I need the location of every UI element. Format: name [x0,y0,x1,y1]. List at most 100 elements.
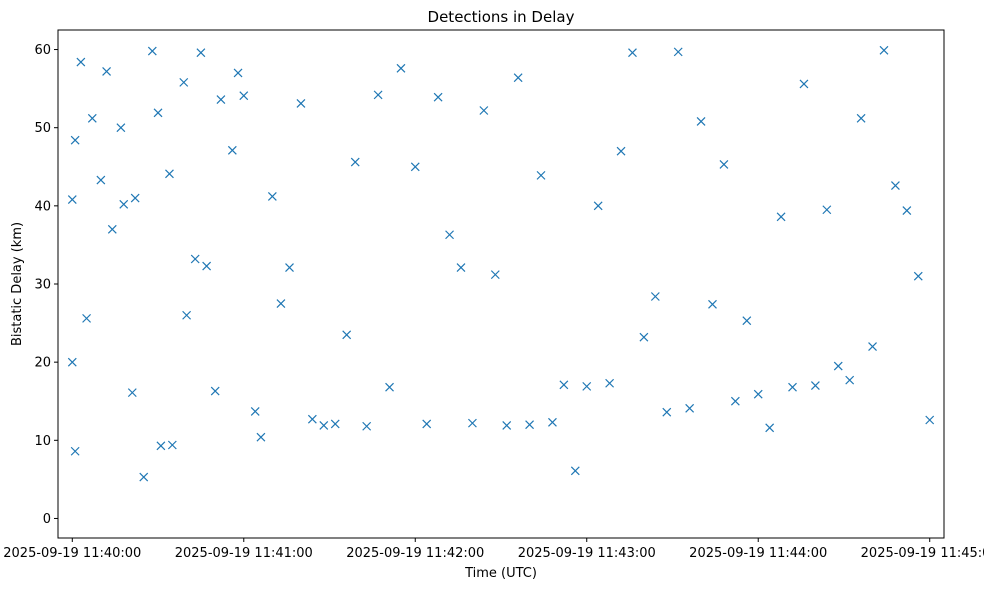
data-point [696,117,706,126]
data-point [422,419,432,429]
x-axis-label: Time (UTC) [464,566,537,581]
y-tick-label: 40 [34,199,51,214]
data-point [719,160,729,169]
y-tick-label: 0 [43,512,51,527]
data-point [890,181,900,190]
data-point [685,403,695,413]
data-point [570,466,580,476]
x-tick-label: 2025-09-19 11:42:00 [346,546,484,561]
data-point [742,316,752,326]
data-point [239,91,249,101]
data-point [216,95,226,104]
data-point [285,263,294,273]
data-point [396,63,406,73]
data-point [227,145,237,155]
data-point [233,68,243,78]
data-point [67,195,77,205]
data-point [856,113,866,123]
data-point [76,57,86,67]
y-axis-ticks: 0 10 20 30 40 50 60 [34,43,58,527]
data-point [799,79,809,89]
data-point [730,396,740,406]
x-tick-label: 2025-09-19 11:40:00 [3,546,141,561]
data-point [467,418,477,428]
data-point [70,135,80,145]
data-point [342,330,352,340]
data-point [153,108,163,118]
y-axis-label: Bistatic Delay (km) [10,222,25,346]
data-point [879,45,889,55]
data-point [776,212,786,222]
y-tick-label: 30 [34,278,51,293]
data-point [765,423,775,433]
data-point [833,361,843,371]
data-point [502,421,512,430]
plot-frame [57,29,945,539]
data-point [307,414,317,424]
data-point [788,382,797,392]
data-point [276,299,286,308]
data-point [167,440,177,450]
data-points [67,45,935,482]
data-point [525,420,535,430]
data-point [330,419,340,429]
data-point [810,381,820,391]
data-point [433,92,443,102]
data-point [127,388,137,398]
data-point [639,332,649,342]
data-point [822,205,832,215]
data-point [102,66,112,76]
data-point [385,382,394,392]
data-point [373,90,383,100]
chart-title: Detections in Delay [428,8,575,26]
data-point [182,310,192,320]
data-point [362,421,372,431]
data-point [616,146,626,156]
y-tick-label: 20 [34,356,51,371]
x-axis-ticks: 2025-09-19 11:40:00 2025-09-19 11:41:00 20… [3,538,984,561]
data-point [845,375,855,385]
data-point [267,192,277,201]
data-point [350,157,360,167]
x-tick-label: 2025-09-19 11:44:00 [689,546,827,561]
data-point [250,406,260,416]
data-point [256,432,266,442]
plot-background [58,30,944,538]
data-point [456,263,466,273]
data-point [753,389,763,399]
data-point [548,417,557,427]
x-tick-label: 2025-09-19 11:43:00 [518,546,656,561]
data-point [605,378,615,388]
data-point [165,169,174,179]
data-point [913,271,923,281]
data-point [559,380,569,390]
data-point [70,446,80,456]
data-point [445,230,454,240]
data-point [147,46,157,56]
data-point [902,206,912,215]
data-point [628,48,637,58]
data-point [582,381,592,391]
data-point [593,201,603,211]
data-point [82,313,92,323]
y-tick-label: 10 [34,434,51,449]
data-point [190,254,200,264]
data-point [202,261,212,271]
data-point [116,123,126,133]
data-point [536,170,546,180]
data-point [708,299,717,309]
x-tick-label: 2025-09-19 11:45:00 [861,546,984,561]
data-point [96,175,106,185]
data-point [650,292,660,301]
y-tick-label: 60 [34,43,51,58]
data-point [479,106,489,115]
data-point [868,342,877,351]
data-point [107,224,117,234]
data-point [490,270,500,280]
data-point [662,407,672,417]
x-tick-label: 2025-09-19 11:41:00 [175,546,313,561]
data-point [67,357,77,367]
data-point [156,441,166,451]
data-point [130,193,140,203]
